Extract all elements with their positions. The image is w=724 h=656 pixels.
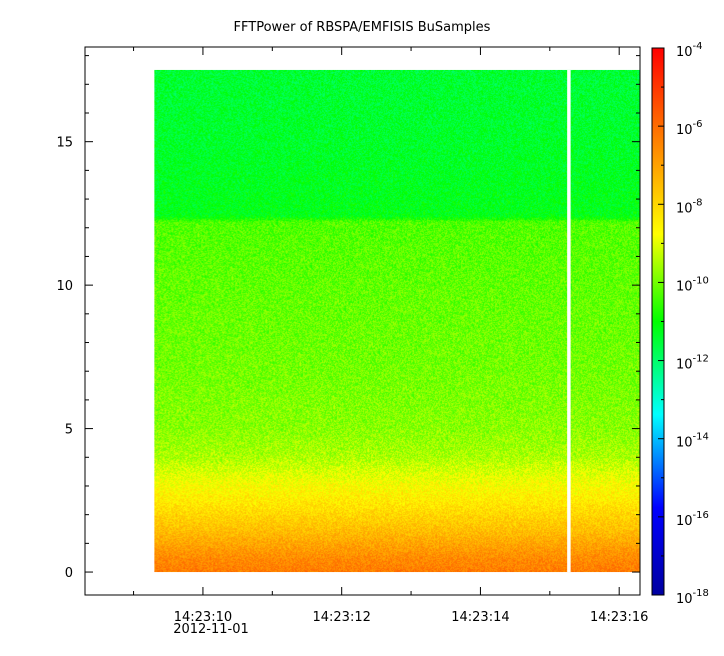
y-tick-label: 10 [56, 279, 73, 294]
spectrogram-image [154, 69, 640, 573]
x-axis: 14:23:10 14:23:12 14:23:14 14:23:16 [133, 47, 648, 625]
y-tick-label: 15 [56, 136, 73, 151]
y-tick-label: 0 [65, 566, 73, 581]
plot-frame [84, 46, 641, 596]
y-axis: 0 5 10 15 [56, 55, 640, 581]
colorbar-tick-label: 10-16 [676, 510, 709, 529]
chart-title: FFTPower of RBSPA/EMFISIS BuSamples [234, 20, 491, 35]
colorbar-tick-label: 10-8 [676, 197, 703, 216]
data-gap [567, 69, 571, 573]
colorbar-ticks: 10-4 10-6 10-8 10-10 10-12 10-14 10-16 10-18 [658, 41, 709, 607]
colorbar-tick-label: 10-12 [676, 354, 709, 373]
colorbar-tick-label: 10-6 [676, 119, 703, 138]
colorbar-tick-label: 10-18 [676, 588, 709, 607]
colorbar-tick-label: 10-14 [676, 432, 709, 451]
x-tick-label: 14:23:14 [451, 610, 509, 625]
y-tick-label: 5 [65, 423, 73, 438]
colorbar-tick-label: 10-4 [676, 41, 703, 60]
x-tick-label: 14:23:12 [312, 610, 370, 625]
x-axis-date-label: 2012-11-01 [173, 622, 249, 637]
x-tick-label: 14:23:10 [174, 610, 232, 625]
colorbar-tick-label: 10-10 [676, 275, 709, 294]
x-tick-label: 14:23:16 [590, 610, 648, 625]
